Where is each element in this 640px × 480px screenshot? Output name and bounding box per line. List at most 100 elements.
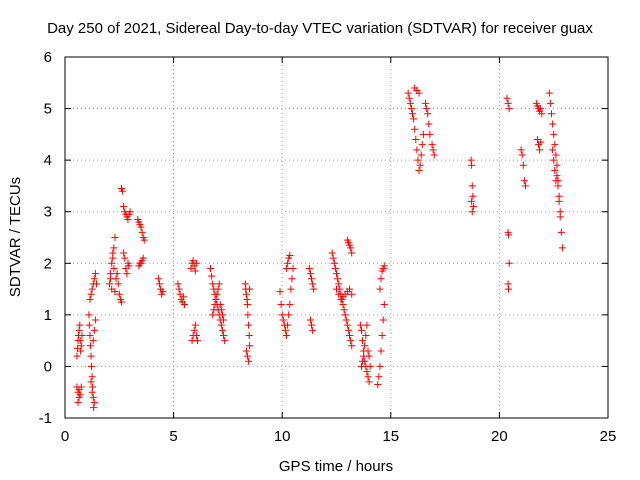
data-point (505, 259, 513, 267)
data-point (193, 337, 201, 345)
data-point (159, 288, 167, 296)
data-point (179, 293, 187, 301)
data-point (244, 311, 252, 319)
data-point (361, 342, 369, 350)
data-point (410, 115, 418, 123)
data-point (137, 223, 145, 231)
data-point (412, 136, 420, 144)
data-point (284, 259, 292, 267)
data-point (192, 259, 200, 267)
data-point (426, 130, 434, 138)
y-tick-label: 1 (44, 307, 52, 324)
data-point (121, 254, 129, 262)
data-point (85, 321, 93, 329)
data-point (469, 192, 477, 200)
data-point (404, 89, 412, 97)
data-point (276, 288, 284, 296)
data-point (551, 141, 559, 149)
data-point (348, 290, 356, 298)
grid (65, 57, 608, 418)
data-point (88, 373, 96, 381)
y-axis-label: SDTVAR / TECUs (7, 177, 24, 297)
data-point (278, 311, 286, 319)
data-point (74, 399, 82, 407)
data-point (243, 301, 251, 309)
x-tick-label: 20 (491, 428, 508, 445)
data-point (210, 306, 218, 314)
data-point (553, 172, 561, 180)
y-tick-label: 0 (44, 358, 52, 375)
data-point (125, 262, 133, 270)
data-point (221, 337, 229, 345)
data-point (409, 110, 417, 118)
data-point (119, 187, 127, 195)
data-point (76, 321, 84, 329)
data-point (415, 89, 423, 97)
y-tick-label: -1 (39, 410, 52, 427)
data-point (111, 288, 119, 296)
data-point (554, 182, 562, 190)
y-tick-label: 2 (44, 255, 52, 272)
data-point (422, 99, 430, 107)
data-point (115, 290, 123, 298)
data-point (505, 231, 513, 239)
data-point (363, 321, 371, 329)
data-point (91, 316, 99, 324)
data-point (217, 306, 225, 314)
data-point (175, 285, 183, 293)
data-point (419, 130, 427, 138)
data-point (430, 151, 438, 159)
data-point (117, 298, 125, 306)
data-point (415, 166, 423, 174)
data-point (330, 259, 338, 267)
data-point (556, 213, 564, 221)
data-point (417, 151, 425, 159)
data-point (329, 254, 337, 262)
data-point (190, 326, 198, 334)
data-point (362, 331, 370, 339)
data-point (518, 151, 526, 159)
data-point (283, 331, 291, 339)
data-point (335, 290, 343, 298)
y-tick-label: 6 (44, 49, 52, 66)
plot-frame (64, 56, 609, 419)
data-point (558, 244, 566, 252)
data-point (555, 197, 563, 205)
data-point (77, 383, 85, 391)
data-point (546, 99, 554, 107)
data-point (549, 146, 557, 154)
data-point (112, 275, 120, 283)
data-point (505, 105, 513, 113)
data-point (424, 110, 432, 118)
data-point (124, 215, 132, 223)
data-point (413, 146, 421, 154)
data-point (348, 249, 356, 257)
x-tick-label: 25 (600, 428, 617, 445)
data-point (126, 208, 134, 216)
data-point (214, 285, 222, 293)
data-point (91, 270, 99, 278)
data-point (113, 270, 121, 278)
data-point (550, 156, 558, 164)
data-point (277, 301, 285, 309)
data-point (344, 326, 352, 334)
data-point (86, 342, 94, 350)
data-point (245, 331, 253, 339)
data-point (86, 331, 94, 339)
data-point (140, 236, 148, 244)
data-point (308, 321, 316, 329)
data-point (86, 295, 94, 303)
data-point (90, 326, 98, 334)
data-point (379, 316, 387, 324)
data-point (90, 275, 98, 283)
data-point (110, 244, 118, 252)
data-point (209, 311, 217, 319)
data-point (213, 290, 221, 298)
data-point (375, 373, 383, 381)
data-point (521, 182, 529, 190)
data-point (552, 151, 560, 159)
data-point (106, 280, 114, 288)
data-point (120, 249, 128, 257)
data-point (138, 228, 146, 236)
